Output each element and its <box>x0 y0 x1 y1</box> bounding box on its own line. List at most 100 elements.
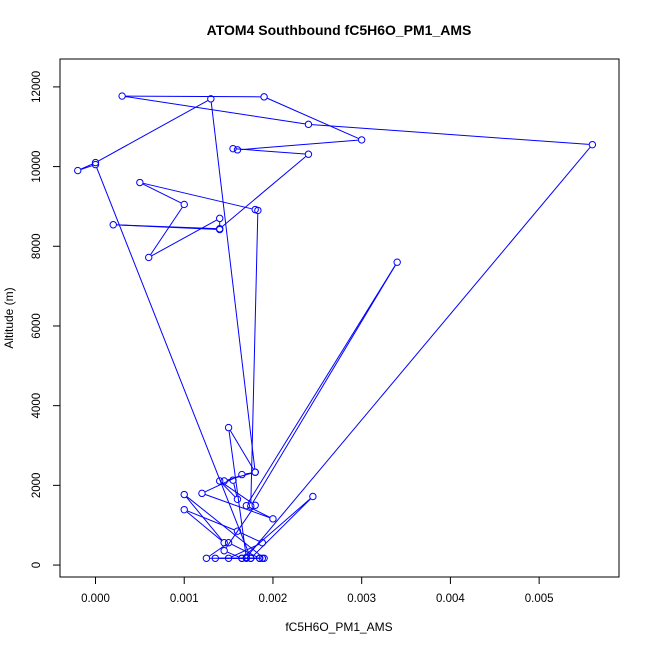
series-segment <box>125 95 261 98</box>
series-segment <box>116 224 217 230</box>
x-axis: 0.000 0.001 0.002 0.003 0.004 0.005 <box>81 577 554 605</box>
data-point <box>109 221 117 229</box>
series-segment <box>186 496 262 557</box>
plot-frame <box>59 58 620 578</box>
y-tick-label: 2000 <box>31 473 43 499</box>
series-segment <box>210 102 256 469</box>
data-point <box>198 489 206 498</box>
data-point <box>216 477 224 485</box>
data-point <box>242 501 251 510</box>
series-segment <box>250 213 259 503</box>
data-point <box>220 547 228 555</box>
series-segment <box>142 183 182 204</box>
data-point <box>136 178 144 187</box>
y-tick-label: 0 <box>31 562 43 568</box>
series-segment <box>151 219 217 257</box>
series-lines <box>80 95 591 559</box>
data-point <box>588 140 597 149</box>
series-segment <box>187 510 235 531</box>
series-segment <box>236 148 305 155</box>
data-point <box>304 150 313 158</box>
series-segment <box>222 156 307 227</box>
series-segment <box>80 163 93 170</box>
data-point <box>216 225 224 233</box>
data-point <box>238 470 246 479</box>
data-point <box>233 495 242 503</box>
series-segment <box>252 264 396 504</box>
series-segment <box>248 147 591 556</box>
series-points <box>74 92 597 562</box>
data-point <box>207 95 215 103</box>
series-segment <box>143 182 252 210</box>
x-tick-label: 0.003 <box>347 593 376 605</box>
data-point <box>260 93 268 101</box>
x-tick-label: 0.001 <box>170 593 199 605</box>
data-point <box>251 205 259 214</box>
data-point <box>251 501 259 509</box>
x-axis-label: fC5H6O_PM1_AMS <box>285 620 392 634</box>
series-segment <box>245 472 252 475</box>
series-segment <box>125 96 306 125</box>
series-segment <box>240 532 260 542</box>
data-point <box>118 92 126 100</box>
series-segment <box>186 496 223 541</box>
data-point <box>224 423 233 432</box>
y-tick-label: 12000 <box>31 71 43 103</box>
data-point <box>247 502 255 510</box>
data-point <box>393 258 401 266</box>
data-point <box>180 200 188 209</box>
y-tick-label: 6000 <box>31 313 43 339</box>
series-segment <box>227 551 239 558</box>
data-point <box>220 477 228 485</box>
y-tick-label: 8000 <box>31 233 43 259</box>
series-segment <box>233 483 238 497</box>
series-segment <box>228 430 247 555</box>
y-tick-label: 4000 <box>31 393 43 419</box>
data-point <box>145 253 153 262</box>
series-segment <box>96 167 250 556</box>
data-point <box>224 539 233 547</box>
data-point <box>202 554 211 562</box>
series-segment <box>244 498 311 557</box>
data-point <box>233 527 242 535</box>
x-tick-label: 0.002 <box>259 593 288 605</box>
data-point <box>238 554 246 562</box>
y-axis-label: Altitude (m) <box>2 287 16 348</box>
series-segment <box>98 100 209 162</box>
y-axis: 0 2000 4000 6000 8000 10000 12000 <box>31 71 60 568</box>
data-point <box>220 539 228 547</box>
series-segment <box>205 494 270 519</box>
data-point <box>229 476 237 484</box>
data-point <box>224 554 233 562</box>
data-point <box>229 144 237 153</box>
data-point <box>258 539 267 547</box>
data-point <box>242 553 251 562</box>
data-point <box>357 136 366 144</box>
data-point <box>251 468 259 476</box>
series-segment <box>252 498 311 557</box>
series-segment <box>221 483 236 498</box>
data-point <box>309 492 317 501</box>
series-segment <box>311 124 589 145</box>
data-point <box>260 554 268 562</box>
data-point <box>247 554 255 562</box>
x-tick-label: 0.000 <box>81 593 110 605</box>
x-tick-label: 0.004 <box>436 593 465 605</box>
data-point <box>180 490 188 499</box>
data-point <box>180 505 188 514</box>
series-segment <box>267 97 359 139</box>
chart-title: ATOM4 Southbound fC5H6O_PM1_AMS <box>207 22 472 38</box>
series-segment <box>150 207 183 255</box>
data-point <box>304 120 313 129</box>
data-point <box>74 166 82 175</box>
series-segment <box>80 165 93 170</box>
series-segment <box>240 139 359 151</box>
series-segment <box>186 511 222 541</box>
series-segment <box>247 264 396 503</box>
data-point <box>255 554 264 562</box>
data-point <box>269 515 277 523</box>
series-segment <box>229 430 254 470</box>
y-tick-label: 10000 <box>31 151 43 183</box>
series-segment <box>208 544 227 557</box>
